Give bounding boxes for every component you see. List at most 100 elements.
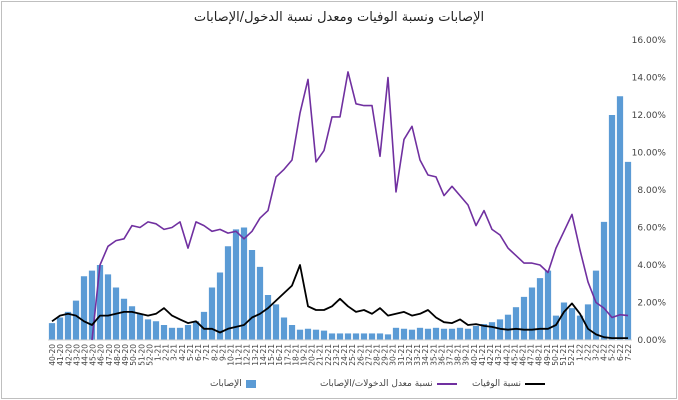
bar-cases [360, 333, 368, 340]
bar-cases [64, 311, 72, 340]
bar-cases [552, 315, 560, 340]
x-tick-label: 5-22 [608, 344, 617, 361]
y-tick-label: 0.00% [637, 336, 666, 346]
x-tick-label: 43-20 [72, 344, 81, 366]
bar-cases [408, 329, 416, 340]
x-tick-label: 10-21 [227, 344, 236, 366]
bar-cases [384, 334, 392, 340]
x-tick-label: 50-20 [129, 344, 138, 366]
x-tick-label: 7-22 [624, 344, 633, 361]
x-tick-label: 22-21 [324, 344, 333, 366]
legend-item-mortality: نسبة الوفيات [472, 379, 546, 389]
y-tick-label: 16.00% [632, 36, 667, 46]
x-tick-label: 45-21 [510, 344, 519, 366]
x-tick-label: 42-20 [64, 344, 73, 366]
bar-cases [128, 306, 136, 340]
x-tick-label: 44-20 [81, 344, 90, 366]
x-tick-label: 35-21 [429, 344, 438, 366]
bar-cases [568, 308, 576, 340]
bar-cases [184, 325, 192, 340]
bar-cases [416, 327, 424, 340]
bar-cases [424, 328, 432, 340]
x-tick-label: 16-21 [275, 344, 284, 366]
x-tick-label: 51-21 [559, 344, 568, 366]
bar-cases [72, 300, 80, 340]
x-tick-label: 49-21 [543, 344, 552, 366]
x-tick-label: 30-21 [389, 344, 398, 366]
x-tick-label: 7-21 [202, 344, 211, 361]
x-tick-label: 52-21 [567, 344, 576, 366]
bar-cases [296, 329, 304, 340]
x-tick-label: 2-22 [583, 344, 592, 361]
x-tick-label: 2-21 [162, 344, 171, 361]
x-tick-label: 15-21 [267, 344, 276, 366]
bar-cases [536, 278, 544, 340]
bar-cases [344, 333, 352, 340]
bar-cases [504, 314, 512, 340]
x-tick-label: 49-20 [121, 344, 130, 366]
bar-cases [136, 313, 144, 340]
x-tick-label: 46-21 [519, 344, 528, 366]
bar-cases [120, 298, 128, 340]
x-tick-label: 40-20 [48, 344, 57, 366]
bar-cases [56, 317, 64, 340]
bar-cases [160, 325, 168, 340]
x-tick-label: 48-20 [113, 344, 122, 366]
x-tick-label: 47-21 [527, 344, 536, 366]
line-admission-rate [91, 71, 629, 341]
y-tick-label: 2.00% [637, 299, 666, 309]
bar-cases [288, 325, 296, 340]
legend-label-mortality: نسبة الوفيات [472, 379, 522, 389]
bar-cases [304, 328, 312, 340]
x-tick-label: 29-21 [381, 344, 390, 366]
x-tick-label: 1-21 [154, 344, 163, 361]
x-tick-label: 3-22 [592, 344, 601, 361]
legend-swatch-admission-rate [436, 383, 457, 385]
x-tick-label: 6-22 [616, 344, 625, 361]
legend-item-admission-rate: نسبة معدل الدخولات/الإصابات [320, 379, 457, 389]
x-tick-label: 41-21 [478, 344, 487, 366]
x-tick-label: 1-22 [575, 344, 584, 361]
bar-cases [432, 327, 440, 340]
x-tick-label: 8-21 [210, 344, 219, 361]
x-tick-label: 41-20 [56, 344, 65, 366]
x-tick-label: 28-21 [373, 344, 382, 366]
bar-cases [376, 333, 384, 340]
bar-cases [280, 317, 288, 340]
x-tick-label: 17-21 [283, 344, 292, 366]
bar-cases [472, 325, 480, 340]
bar-cases [104, 274, 112, 340]
x-tick-label: 31-21 [397, 344, 406, 366]
x-tick-label: 36-21 [437, 344, 446, 366]
x-tick-label: 25-21 [348, 344, 357, 366]
bar-cases [464, 328, 472, 340]
bar-cases [336, 333, 344, 340]
x-tick-label: 34-21 [421, 344, 430, 366]
bar-cases [544, 270, 552, 340]
bar-cases [608, 115, 616, 340]
x-tick-label: 23-21 [332, 344, 341, 366]
bar-cases [328, 333, 336, 340]
x-tick-label: 13-21 [251, 344, 260, 366]
bar-cases [616, 96, 624, 340]
x-tick-label: 4-22 [600, 344, 609, 361]
x-tick-label: 32-21 [405, 344, 414, 366]
x-tick-label: 44-21 [502, 344, 511, 366]
bar-cases [512, 307, 520, 340]
x-tick-label: 47-20 [105, 344, 114, 366]
bar-cases [264, 295, 272, 340]
bar-cases [208, 287, 216, 340]
x-tick-label: 18-21 [291, 344, 300, 366]
x-tick-label: 42-21 [486, 344, 495, 366]
x-tick-label: 20-21 [308, 344, 317, 366]
x-tick-label: 5-21 [186, 344, 195, 361]
bar-cases [96, 265, 104, 340]
y-tick-label: 14.00% [632, 74, 667, 84]
x-tick-label: 19-21 [300, 344, 309, 366]
bar-cases [624, 161, 632, 340]
x-tick-label: 26-21 [356, 344, 365, 366]
x-tick-label: 39-21 [462, 344, 471, 366]
legend-label-cases: الإصابات [210, 379, 242, 389]
x-tick-label: 40-21 [470, 344, 479, 366]
